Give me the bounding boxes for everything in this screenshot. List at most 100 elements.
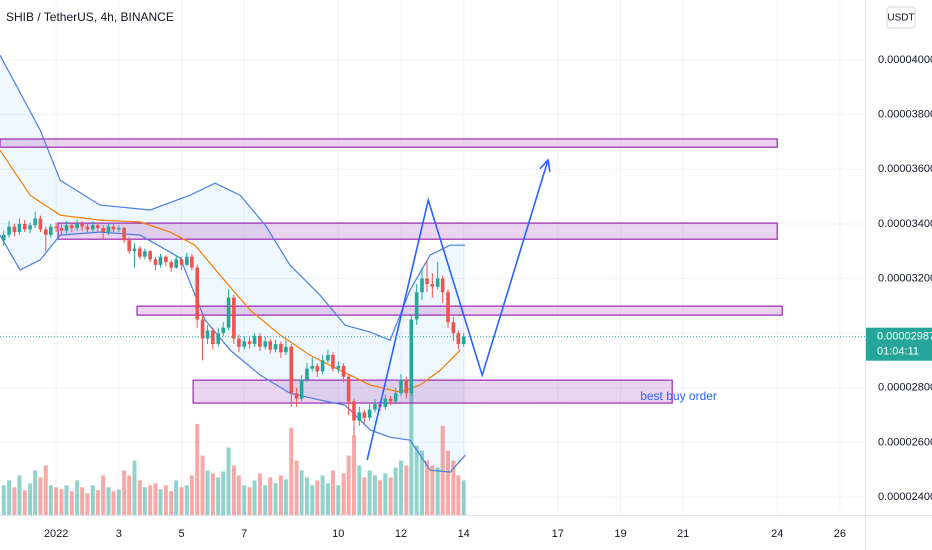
volume-bar — [294, 460, 299, 515]
candle-body — [331, 354, 335, 369]
volume-bar — [252, 480, 257, 515]
volume-bar — [179, 487, 184, 515]
candle-body — [96, 225, 100, 229]
countdown-label: 01:04:11 — [877, 346, 919, 358]
volume-bar — [372, 475, 377, 515]
volume-bar — [106, 487, 111, 515]
volume-bar — [351, 435, 356, 515]
volume-bar — [200, 455, 205, 515]
candle-body — [106, 226, 111, 233]
candle-body — [320, 360, 325, 372]
y-tick-label: 0.00002600 — [878, 436, 932, 448]
volume-bar — [38, 477, 43, 515]
volume-bar — [163, 485, 168, 515]
volume-bar — [341, 473, 346, 515]
volume-bar — [132, 460, 137, 515]
candle-body — [446, 292, 450, 323]
candle-body — [409, 319, 414, 394]
candle-body — [456, 333, 461, 345]
volume-bar — [330, 470, 335, 515]
price-zone — [57, 222, 778, 240]
candle-body — [101, 228, 105, 233]
price-zone — [136, 305, 783, 316]
arrow-head — [539, 158, 551, 172]
candle-body — [420, 278, 424, 293]
volume-bar — [7, 480, 12, 515]
candle-body — [393, 393, 398, 402]
volume-bar — [64, 485, 69, 515]
volume-bar — [101, 475, 106, 515]
volume-bar — [127, 475, 132, 515]
candle-body — [247, 341, 252, 345]
volume-bar — [17, 475, 22, 515]
volume-bar — [75, 480, 80, 515]
volume-bar — [189, 475, 194, 515]
volume-bar — [195, 423, 200, 515]
volume-bar — [456, 475, 461, 515]
volume-bar — [383, 473, 388, 515]
candle-body — [205, 330, 210, 339]
volume-bar — [289, 427, 294, 515]
candle-body — [404, 379, 409, 394]
volume-bar — [231, 465, 236, 515]
volume-bar — [435, 467, 440, 515]
candle-body — [174, 259, 178, 268]
candle-body — [310, 365, 315, 369]
indicator-line — [0, 231, 466, 473]
volume-bar — [184, 485, 189, 515]
volume-bar — [153, 483, 158, 515]
candle-body — [85, 226, 90, 230]
candle-body — [294, 393, 299, 399]
volume-bar — [158, 489, 163, 515]
candle-body — [91, 225, 95, 230]
candle-body — [158, 256, 163, 265]
volume-bar — [28, 483, 33, 515]
candle-body — [54, 226, 58, 229]
volume-bar — [357, 465, 362, 515]
candle-body — [263, 341, 268, 347]
candle-body — [430, 283, 435, 287]
volume-bar — [336, 485, 341, 515]
candle-body — [185, 256, 189, 265]
volume-bar — [22, 490, 27, 515]
y-tick-label: 0.00002800 — [878, 382, 932, 394]
volume-bar — [148, 485, 153, 515]
candle-body — [451, 322, 456, 334]
price-zone — [0, 138, 778, 148]
y-tick-label: 0.00003600 — [878, 163, 932, 175]
volume-bar — [299, 470, 304, 515]
volume-bar — [273, 483, 278, 515]
volume-bar — [278, 475, 283, 515]
volume-bar — [205, 470, 210, 515]
volume-bar — [221, 471, 226, 515]
volume-bar — [43, 465, 48, 515]
volume-bar — [216, 477, 221, 515]
candle-body — [388, 398, 393, 402]
candle-body — [64, 225, 69, 231]
price-zone — [192, 379, 673, 404]
x-tick-label: 26 — [834, 528, 846, 540]
x-tick-label: 19 — [614, 528, 626, 540]
currency-button[interactable] — [886, 6, 916, 29]
x-tick-label: 10 — [332, 528, 344, 540]
x-tick-label: 7 — [241, 528, 247, 540]
volume-bar — [85, 493, 90, 515]
annotation: best buy order — [640, 389, 717, 403]
volume-bar — [404, 465, 409, 515]
volume-bar — [33, 470, 38, 515]
volume-bar — [210, 473, 215, 515]
chart-title: SHIB / TetherUS, 4h, BINANCE — [6, 10, 174, 24]
volume-bar — [362, 477, 367, 515]
volume-bar — [226, 447, 231, 515]
y-tick-label: 0.00003200 — [878, 272, 932, 284]
volume-bar — [440, 425, 445, 515]
currency-label[interactable]: USDT — [887, 13, 914, 24]
candle-body — [242, 341, 247, 347]
y-tick-label: 0.00004000 — [878, 54, 932, 66]
candle-body — [289, 346, 294, 394]
volume-bar — [142, 487, 147, 515]
volume-bar — [315, 480, 320, 515]
candle-body — [258, 335, 262, 347]
volume-bar — [377, 480, 382, 515]
